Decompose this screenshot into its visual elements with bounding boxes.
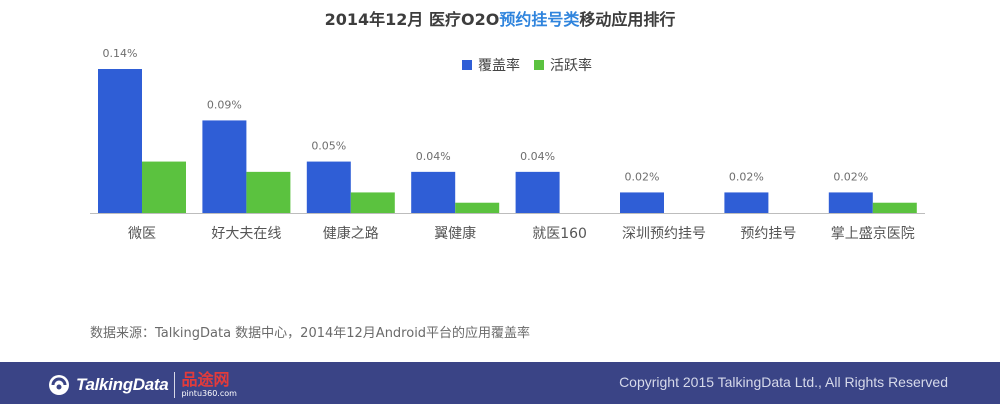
- data-label-4: 0.04%: [520, 150, 555, 163]
- bar-coverage-2: [306, 161, 351, 213]
- data-label-7: 0.02%: [833, 170, 868, 183]
- bar-coverage-7: [828, 192, 873, 213]
- chart-legend: 覆盖率 活跃率: [462, 55, 606, 75]
- footer-bar: TalkingData 品途网 pintu360.com Copyright 2…: [0, 362, 1000, 404]
- partner-logo: 品途网 pintu360.com: [181, 372, 236, 398]
- brand-logos: TalkingData 品途网 pintu360.com: [48, 372, 237, 398]
- x-tick-label-7: 掌上盛京医院: [831, 226, 915, 242]
- data-label-5: 0.02%: [625, 170, 660, 183]
- legend-swatch-coverage: [462, 60, 472, 70]
- partner-url: pintu360.com: [181, 389, 237, 398]
- legend-item-coverage: 覆盖率: [462, 55, 520, 75]
- bar-activity-0: [142, 161, 186, 213]
- title-highlight: 预约挂号类: [499, 10, 580, 29]
- title-prefix: 2014年12月 医疗O2O: [324, 10, 500, 29]
- legend-item-activity: 活跃率: [534, 55, 592, 75]
- talkingdata-logo-icon: [49, 375, 69, 395]
- bar-coverage-6: [724, 192, 769, 213]
- x-tick-label-0: 微医: [128, 226, 156, 242]
- bar-activity-7: [872, 202, 917, 213]
- x-tick-label-6: 预约挂号: [740, 226, 796, 242]
- bar-coverage-5: [620, 192, 664, 213]
- x-tick-label-4: 就医160: [532, 226, 587, 242]
- bar-activity-2: [350, 192, 395, 213]
- data-label-1: 0.09%: [207, 98, 242, 111]
- data-label-0: 0.14%: [103, 47, 138, 60]
- bar-coverage-1: [202, 120, 247, 213]
- bar-coverage-3: [411, 171, 456, 213]
- legend-label-coverage: 覆盖率: [478, 58, 520, 74]
- data-label-6: 0.02%: [729, 170, 764, 183]
- title-suffix: 移动应用排行: [579, 10, 676, 29]
- bar-activity-1: [246, 171, 291, 213]
- brand-name: TalkingData: [76, 375, 169, 394]
- partner-name: 品途网: [181, 370, 230, 389]
- brand-divider: [174, 372, 176, 398]
- x-tick-label-2: 健康之路: [323, 225, 379, 242]
- bar-activity-3: [455, 202, 500, 213]
- legend-swatch-activity: [534, 60, 544, 70]
- legend-label-activity: 活跃率: [550, 58, 592, 74]
- copyright-text: Copyright 2015 TalkingData Ltd., All Rig…: [619, 374, 948, 390]
- data-source-note: 数据来源：TalkingData 数据中心，2014年12月Android平台的…: [90, 326, 531, 341]
- x-tick-label-1: 好大夫在线: [211, 226, 281, 242]
- bar-coverage-4: [515, 171, 560, 213]
- chart-title: 2014年12月 医疗O2O预约挂号类移动应用排行: [0, 6, 1000, 30]
- x-tick-label-3: 翼健康: [434, 225, 476, 242]
- data-label-3: 0.04%: [416, 150, 451, 163]
- data-label-2: 0.05%: [311, 140, 346, 153]
- bar-coverage-0: [98, 69, 142, 213]
- x-tick-label-5: 深圳预约挂号: [622, 226, 706, 242]
- bar-chart: 0.14% 微医 0.09% 好大夫在线 0.05% 健康之路 0.04% 翼健康 0.04% 就…: [90, 47, 925, 242]
